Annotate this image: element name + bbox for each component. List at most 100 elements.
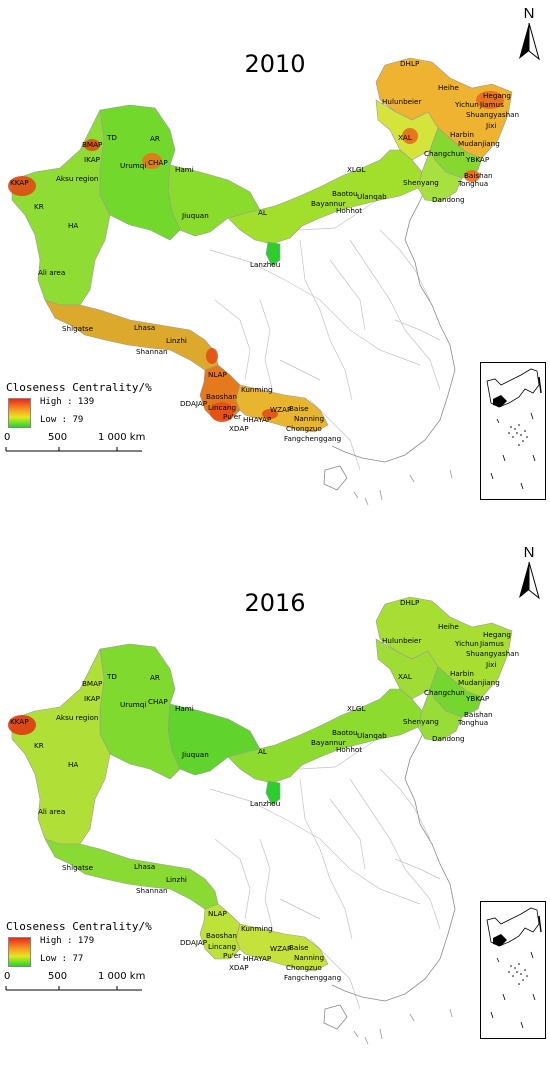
region-yunnan [199, 903, 241, 960]
region-tibet [44, 299, 219, 371]
place-label-ulanqab: Ulanqab [357, 192, 387, 201]
place-label-dandong: Dandong [432, 195, 465, 204]
place-label-chongzuo: Chongzuo [286, 963, 322, 972]
place-label-baise: Baise [289, 943, 309, 952]
place-label-linzhi: Linzhi [166, 336, 187, 345]
place-label-bayannur: Bayannur [311, 738, 346, 747]
place-label-heihe: Heihe [438, 622, 459, 631]
scale-bar-line [5, 986, 142, 991]
south-china-sea-inset [480, 362, 546, 500]
place-label-hami: Hami [175, 165, 194, 174]
island-fragments [353, 469, 453, 506]
place-label-lhasa: Lhasa [134, 862, 155, 871]
legend-title: Closeness Centrality/% [6, 381, 152, 394]
north-arrow-icon: N [513, 5, 545, 61]
place-label-xlgl: XLGL [347, 165, 366, 174]
place-label-nlap: NLAP [208, 909, 227, 918]
year-title: 2016 [244, 589, 306, 617]
place-label-jixi: Jixi [485, 660, 496, 669]
place-label-urumqi: Urumqi [120, 700, 146, 709]
place-label-mudanjiang: Mudanjiang [458, 678, 500, 687]
place-label-shigatse: Shigatse [62, 324, 94, 333]
place-label-bmap: BMAP [82, 679, 103, 688]
hotspot-yunnan [262, 409, 278, 419]
place-label-xal: XAL [398, 672, 412, 681]
place-label-kkap: KKAP [10, 178, 29, 187]
place-label-lanzhou: Lanzhou [250, 799, 280, 808]
scale-bar-line [5, 447, 142, 452]
place-labels: DHLP Hulunbeier Heihe Hegang Yichun JiamusShu… [10, 598, 519, 982]
legend-high-value: High : 179 [40, 936, 95, 946]
place-label-wzap: WZAP [270, 405, 292, 414]
scale-label-0: 0 [4, 432, 11, 443]
place-label-shannan: Shannan [136, 347, 168, 356]
place-label-xlgl: XLGL [347, 704, 366, 713]
place-label-ali-area: Ali area [38, 268, 65, 277]
place-label-hami: Hami [175, 704, 194, 713]
place-label-ha: HA [68, 760, 78, 769]
legend-color-ramp [8, 937, 31, 967]
place-label-baishan: Baishan [464, 171, 493, 180]
place-label-kr: KR [34, 202, 44, 211]
place-label-hulunbeier: Hulunbeier [382, 636, 421, 645]
place-label-urumqi: Urumqi [120, 161, 146, 170]
place-label-tonghua: Tonghua [457, 179, 488, 188]
place-label-xdap: XDAP [229, 424, 249, 433]
place-label-heihe: Heihe [438, 83, 459, 92]
place-label-xdap: XDAP [229, 963, 249, 972]
place-label-mudanjiang: Mudanjiang [458, 139, 500, 148]
scale-bar: 0 500 1 000 km [4, 971, 154, 1001]
place-label-kunming: Kunming [241, 385, 273, 394]
place-label-ar: AR [150, 673, 160, 682]
place-label-aksu-region: Aksu region [56, 174, 98, 183]
place-label-shenyang: Shenyang [403, 717, 439, 726]
place-label-linzhi: Linzhi [166, 875, 187, 884]
coastline [331, 177, 456, 463]
region-guangxi [235, 923, 329, 972]
border-regions [11, 596, 513, 972]
border-regions [11, 57, 513, 433]
place-label-changchun: Changchun [424, 688, 465, 697]
place-label-shenyang: Shenyang [403, 178, 439, 187]
place-label-shuangyashan: Shuangyashan [466, 110, 519, 119]
place-label-nanning: Nanning [294, 953, 324, 962]
place-label-jiuquan: Jiuquan [181, 211, 209, 220]
hotspot-heilongjiang [476, 91, 504, 109]
province-boundaries [149, 733, 441, 1010]
place-label-baoshan: Baoshan [206, 392, 237, 401]
scale-label-1000: 1 000 km [98, 432, 146, 443]
place-labels: DHLP Hulunbeier Heihe Hegang Yichun JiamusShu… [10, 59, 519, 443]
hotspot-kkap [8, 176, 36, 196]
hotspot-heilongjiang [464, 170, 480, 182]
north-arrow-icon: N [513, 544, 545, 600]
region-xinjiang-west [11, 108, 111, 306]
place-label-ikap: IKAP [84, 155, 101, 164]
map-canvas: DHLP Hulunbeier Heihe Hegang Yichun JiamusShu… [8, 596, 519, 1045]
place-label-al: AL [258, 208, 267, 217]
place-label-hegang: Hegang [483, 91, 511, 100]
place-label-aksu-region: Aksu region [56, 713, 98, 722]
place-label-ar: AR [150, 134, 160, 143]
hainan-island [323, 1004, 348, 1030]
place-label-jiamus: Jiamus [479, 100, 504, 109]
place-label-fangchenggang: Fangchenggang [284, 973, 341, 982]
place-label-hhayap: HHAYAP [243, 954, 272, 963]
place-label-hohhot: Hohhot [336, 745, 362, 754]
place-label-pu-er: Pu'er [223, 951, 241, 960]
place-label-fangchenggang: Fangchenggang [284, 434, 341, 443]
place-label-xal: XAL [398, 133, 412, 142]
map-panel-2010: 2010 N [0, 0, 550, 538]
region-xinjiang-east [99, 104, 181, 241]
hotspot-heilongjiang [402, 128, 418, 144]
place-label-dhlp: DHLP [400, 59, 420, 68]
place-label-dandong: Dandong [432, 734, 465, 743]
place-label-td: TD [106, 133, 117, 142]
region-tibet [44, 838, 219, 910]
place-label-yichun: Yichun [454, 100, 479, 109]
scale-label-1000: 1 000 km [98, 971, 146, 982]
place-label-changchun: Changchun [424, 149, 465, 158]
place-label-ybkap: YBKAP [465, 694, 490, 703]
place-label-lincang: Lincang [208, 942, 236, 951]
hotspot-layer [8, 715, 36, 735]
place-label-harbin: Harbin [450, 130, 474, 139]
